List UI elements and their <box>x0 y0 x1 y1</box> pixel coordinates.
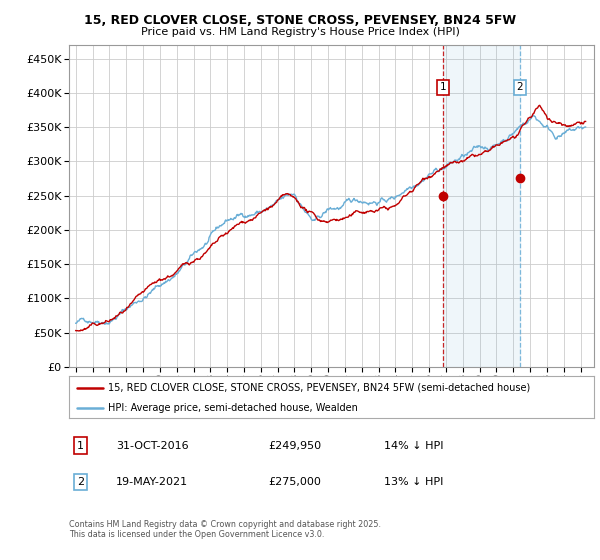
Text: 13% ↓ HPI: 13% ↓ HPI <box>384 477 443 487</box>
Text: 19-MAY-2021: 19-MAY-2021 <box>116 477 188 487</box>
Text: 1: 1 <box>77 441 84 451</box>
Text: 15, RED CLOVER CLOSE, STONE CROSS, PEVENSEY, BN24 5FW: 15, RED CLOVER CLOSE, STONE CROSS, PEVEN… <box>84 14 516 27</box>
Bar <box>443 45 520 367</box>
Text: HPI: Average price, semi-detached house, Wealden: HPI: Average price, semi-detached house,… <box>109 403 358 413</box>
Text: Price paid vs. HM Land Registry's House Price Index (HPI): Price paid vs. HM Land Registry's House … <box>140 27 460 37</box>
Text: 14% ↓ HPI: 14% ↓ HPI <box>384 441 443 451</box>
Text: 2: 2 <box>77 477 84 487</box>
Text: £275,000: £275,000 <box>269 477 322 487</box>
Text: £249,950: £249,950 <box>269 441 322 451</box>
Text: Contains HM Land Registry data © Crown copyright and database right 2025.
This d: Contains HM Land Registry data © Crown c… <box>69 520 381 539</box>
Text: 1: 1 <box>440 82 446 92</box>
Text: 31-OCT-2016: 31-OCT-2016 <box>116 441 189 451</box>
Text: 15, RED CLOVER CLOSE, STONE CROSS, PEVENSEY, BN24 5FW (semi-detached house): 15, RED CLOVER CLOSE, STONE CROSS, PEVEN… <box>109 382 530 393</box>
Text: 2: 2 <box>517 82 523 92</box>
